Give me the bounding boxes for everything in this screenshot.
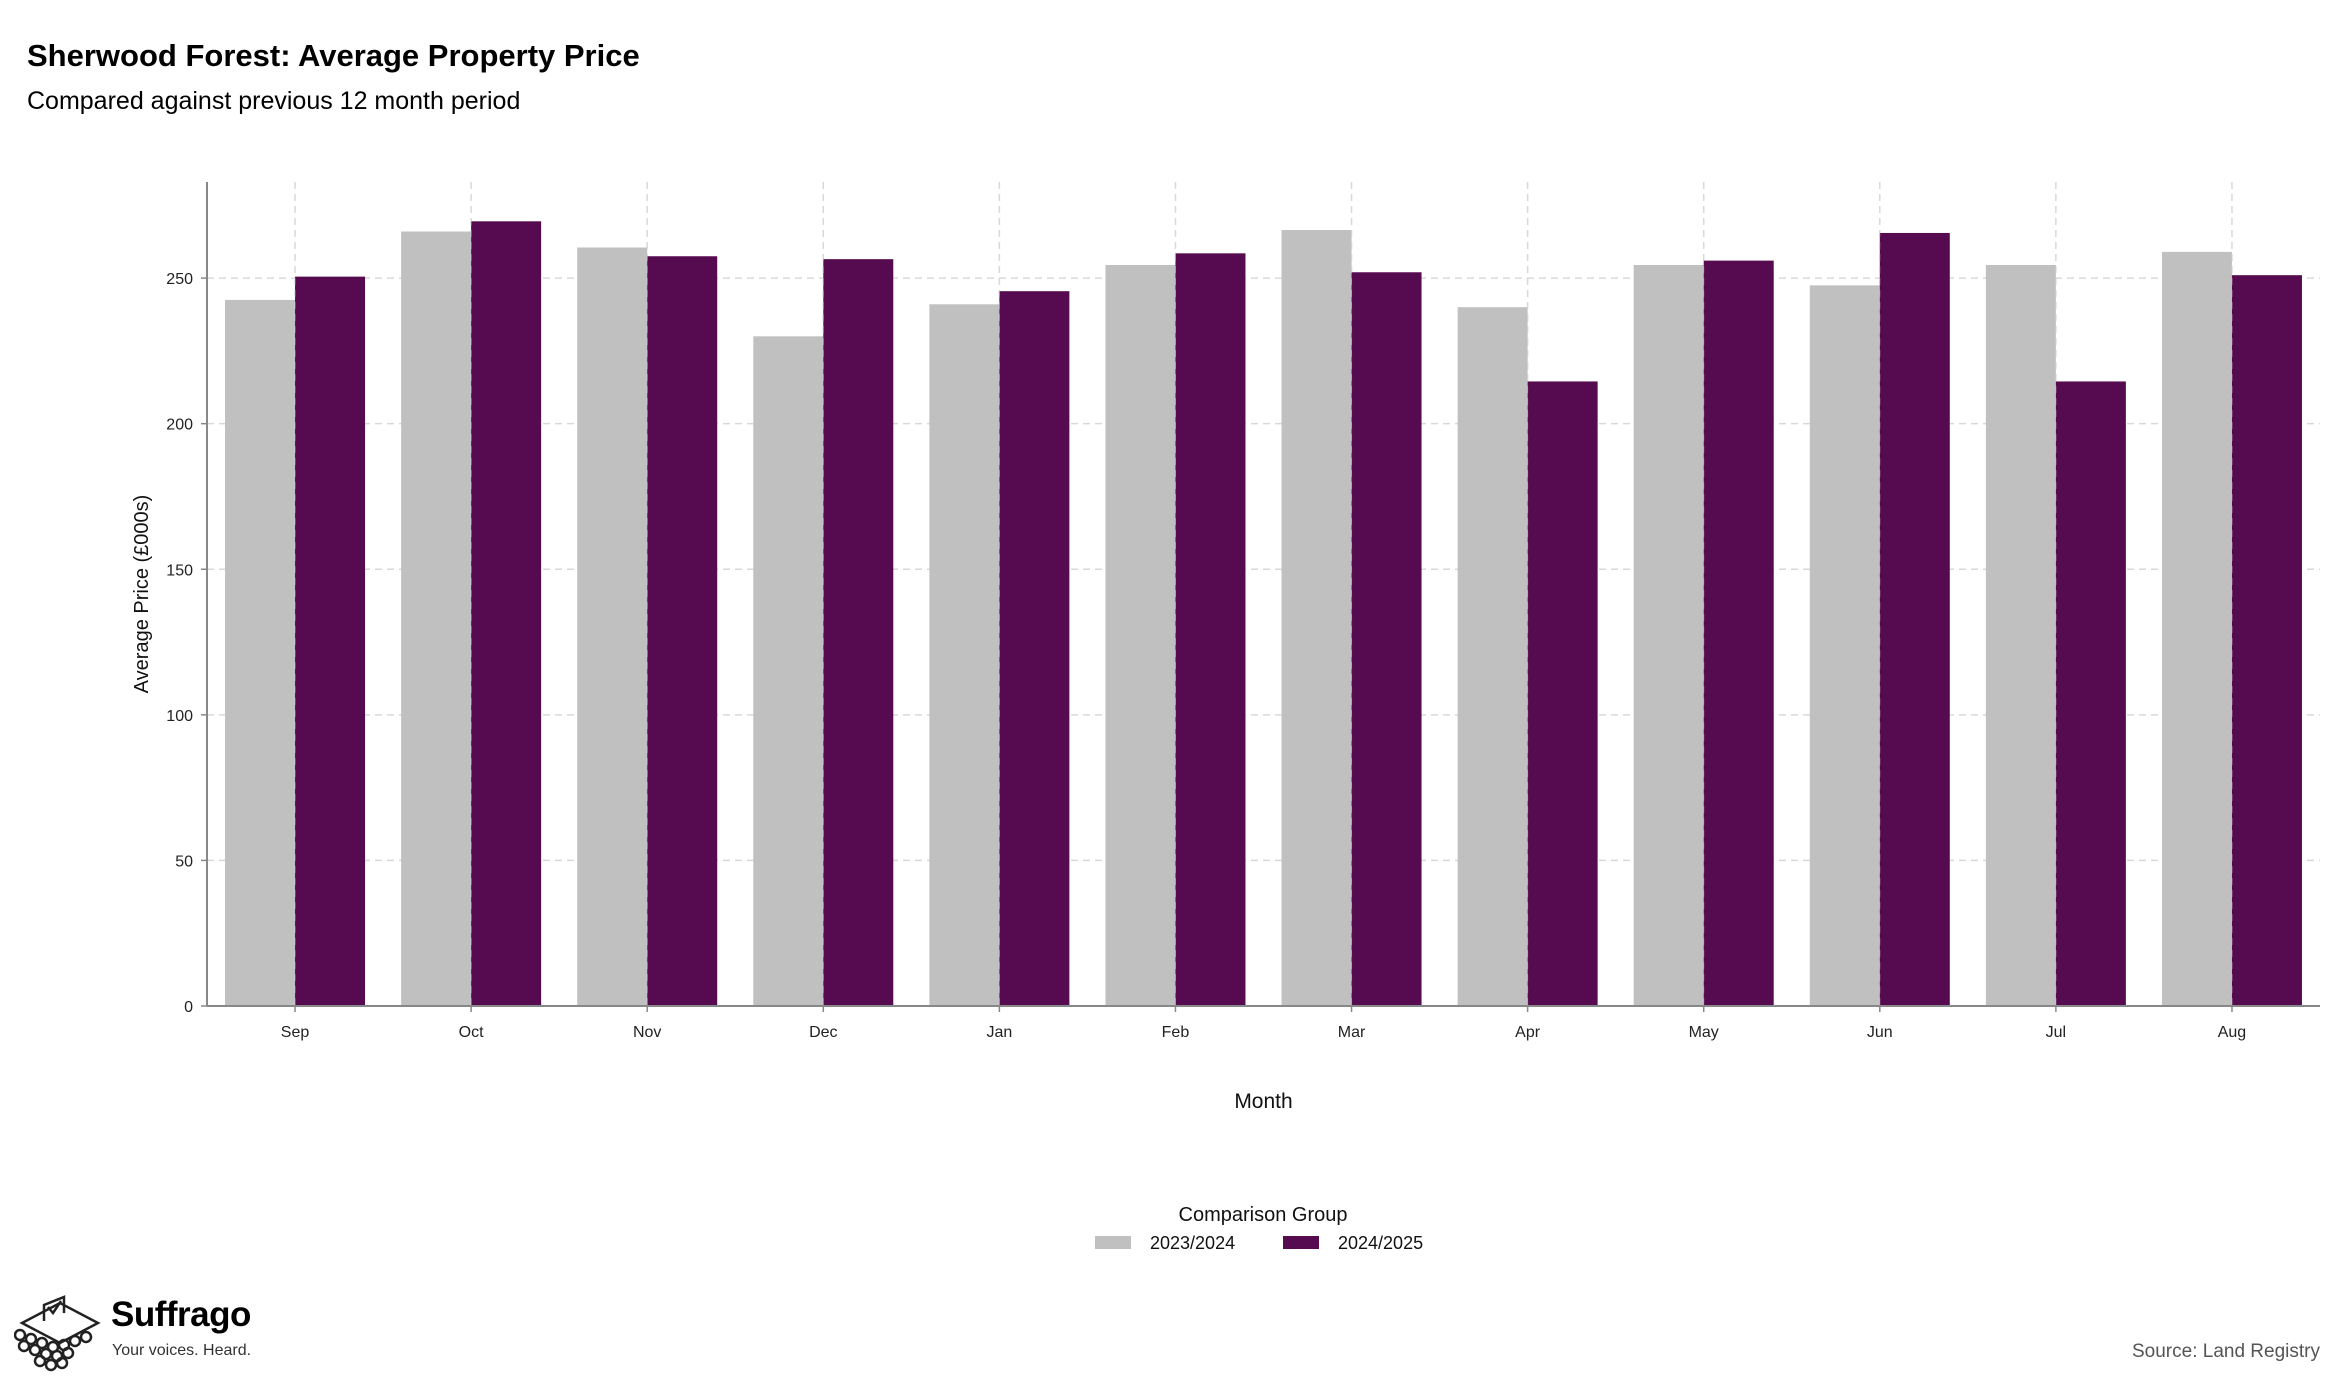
bars — [225, 221, 2302, 1007]
bar-chart: 0 50 100 150 200 250 Sep Oct Nov Dec Jan Feb Mar Apr M… — [131, 182, 2320, 1253]
x-axis-title: Month — [1234, 1090, 1292, 1113]
bar-2024-2025-sep — [295, 276, 366, 1006]
legend-title: Comparison Group — [1179, 1204, 1348, 1226]
chart-title: Sherwood Forest: Average Property Price — [27, 38, 640, 73]
x-tick-label: Feb — [1162, 1024, 1190, 1041]
bar-2024-2025-jan — [999, 291, 1070, 1007]
x-tick-label: Oct — [459, 1024, 484, 1041]
y-tick-label: 250 — [166, 271, 193, 288]
x-tick-label: May — [1689, 1024, 1719, 1041]
brand-tagline: Your voices. Heard. — [112, 1342, 252, 1359]
bar-2024-2025-jun — [1879, 232, 1950, 1006]
x-tick-label: Sep — [281, 1024, 310, 1041]
x-tick-label: Jan — [986, 1024, 1012, 1041]
x-tick-label: Jun — [1867, 1024, 1893, 1041]
y-tick-label: 100 — [166, 708, 193, 725]
ballot-box-icon — [13, 1295, 101, 1372]
bar-2023-2024-may — [1633, 264, 1704, 1007]
bar-2024-2025-mar — [1351, 272, 1422, 1006]
x-tick-label: Mar — [1338, 1024, 1366, 1041]
x-tick-label: Nov — [633, 1024, 661, 1041]
x-tick-label: Aug — [2218, 1024, 2246, 1041]
bar-2023-2024-apr — [1457, 307, 1528, 1006]
x-tick-label: Dec — [809, 1024, 837, 1041]
bar-2024-2025-may — [1703, 260, 1774, 1006]
legend-label: 2023/2024 — [1150, 1233, 1235, 1253]
bar-2024-2025-dec — [823, 259, 894, 1006]
bar-2023-2024-feb — [1105, 264, 1176, 1007]
bar-2024-2025-nov — [647, 256, 718, 1007]
bar-2023-2024-mar — [1281, 230, 1352, 1006]
bar-2023-2024-jun — [1809, 285, 1880, 1006]
axes — [201, 182, 2320, 1012]
bar-2024-2025-aug — [2231, 275, 2302, 1006]
brand-logo: Suffrago Your voices. Heard. — [13, 1295, 264, 1375]
chart-subtitle: Compared against previous 12 month perio… — [27, 87, 521, 115]
x-tick-label: Jul — [2046, 1024, 2066, 1041]
legend: Comparison Group 2023/2024 2024/2025 — [1095, 1204, 1423, 1253]
y-tick-label: 200 — [166, 417, 193, 434]
axis-labels: 0 50 100 150 200 250 Sep Oct Nov Dec Jan Feb Mar Apr M… — [131, 271, 2246, 1113]
bar-2024-2025-oct — [471, 221, 542, 1006]
brand-name: Suffrago — [111, 1295, 251, 1334]
legend-swatch — [1095, 1236, 1131, 1249]
bar-2023-2024-jan — [929, 304, 1000, 1006]
bar-2023-2024-dec — [753, 336, 824, 1007]
y-axis-title: Average Price (£000s) — [131, 495, 153, 694]
bar-2024-2025-jul — [2055, 381, 2126, 1007]
bar-2024-2025-feb — [1175, 253, 1246, 1006]
bar-2023-2024-aug — [2161, 251, 2232, 1006]
source-note: Source: Land Registry — [2132, 1341, 2320, 1362]
bar-2023-2024-oct — [401, 231, 472, 1006]
y-tick-label: 150 — [166, 562, 193, 579]
y-tick-label: 0 — [184, 999, 193, 1016]
bar-2023-2024-nov — [577, 247, 648, 1006]
bar-2023-2024-sep — [225, 299, 296, 1007]
y-tick-label: 50 — [175, 853, 193, 870]
legend-label: 2024/2025 — [1338, 1233, 1423, 1253]
x-tick-label: Apr — [1515, 1024, 1541, 1041]
bar-2023-2024-jul — [1985, 264, 2056, 1007]
legend-swatch — [1283, 1236, 1319, 1249]
bar-2024-2025-apr — [1527, 381, 1598, 1007]
